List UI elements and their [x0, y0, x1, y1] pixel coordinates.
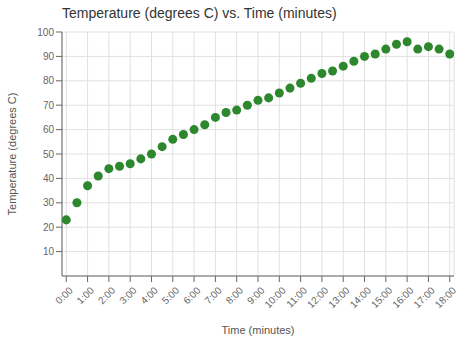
svg-text:0:00: 0:00: [53, 284, 75, 306]
svg-text:5:00: 5:00: [160, 284, 182, 306]
svg-text:3:00: 3:00: [117, 284, 139, 306]
svg-text:8:00: 8:00: [224, 284, 246, 306]
svg-text:16:00: 16:00: [390, 284, 416, 310]
svg-text:6:00: 6:00: [181, 284, 203, 306]
svg-text:60: 60: [43, 124, 55, 135]
svg-text:12:00: 12:00: [305, 284, 331, 310]
svg-text:15:00: 15:00: [369, 284, 395, 310]
svg-text:9:00: 9:00: [244, 284, 267, 307]
svg-text:30: 30: [43, 197, 55, 208]
svg-text:2:00: 2:00: [96, 284, 118, 306]
svg-text:10:00: 10:00: [262, 284, 288, 310]
svg-text:50: 50: [43, 149, 55, 160]
svg-text:17:00: 17:00: [411, 284, 437, 310]
svg-text:90: 90: [43, 51, 55, 62]
html-text:Temperature (degrees C) vs. Ti: Temperature (degrees C) vs. Time (minute…: [62, 5, 337, 21]
svg-text:40: 40: [43, 173, 55, 184]
svg-text:Temperature (degrees C): Temperature (degrees C): [8, 93, 18, 216]
svg-text:7:00: 7:00: [202, 284, 224, 306]
svg-text:14:00: 14:00: [348, 284, 374, 310]
svg-text:100: 100: [37, 27, 54, 38]
svg-text:11:00: 11:00: [284, 284, 309, 309]
svg-text:Time (minutes): Time (minutes): [222, 324, 295, 336]
svg-text:70: 70: [43, 100, 55, 111]
svg-text:80: 80: [43, 75, 55, 86]
svg-text:20: 20: [43, 222, 55, 233]
svg-text:1:00: 1:00: [75, 284, 97, 306]
svg-text:10: 10: [43, 246, 55, 257]
svg-text:18:00: 18:00: [433, 284, 459, 310]
svg-text:4:00: 4:00: [138, 284, 160, 306]
svg-text:13:00: 13:00: [326, 284, 352, 310]
